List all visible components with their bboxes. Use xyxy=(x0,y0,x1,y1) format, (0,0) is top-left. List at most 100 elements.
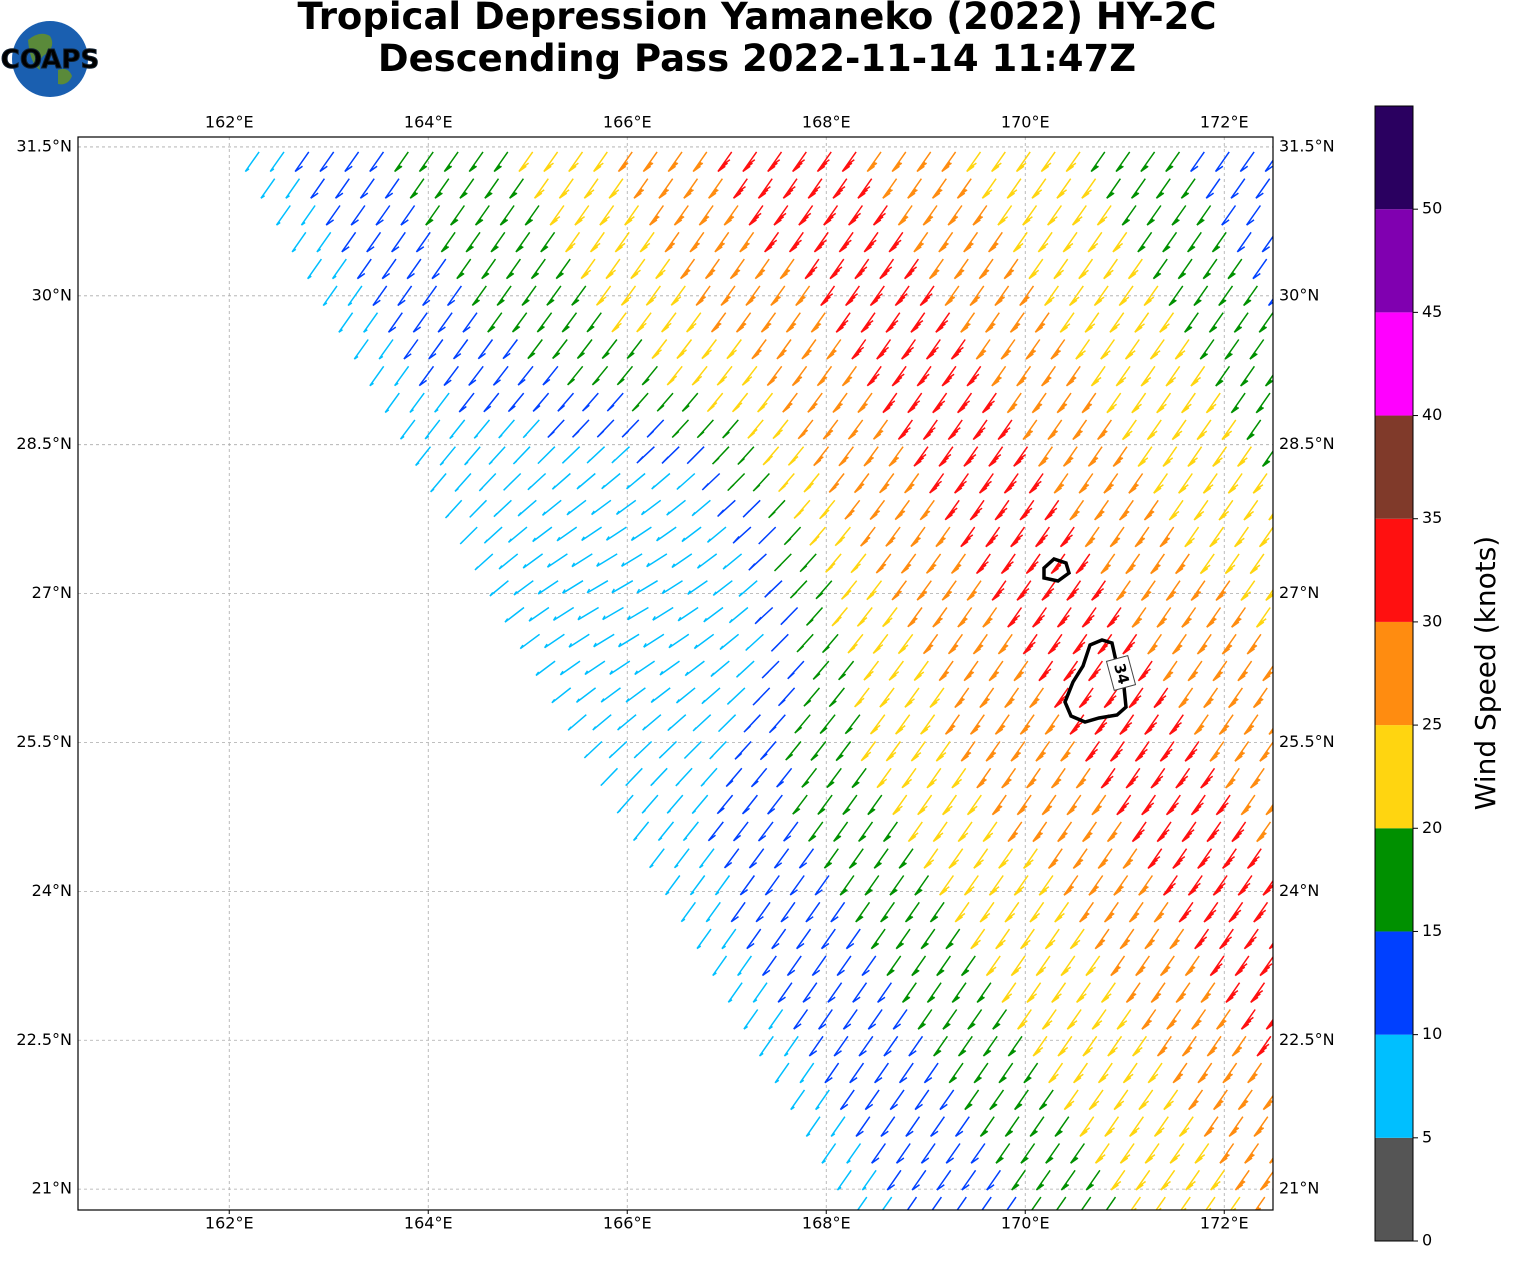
wind-barb xyxy=(1237,660,1253,682)
wind-barb xyxy=(488,446,506,465)
wind-barb xyxy=(945,1143,961,1164)
wind-barb xyxy=(1218,285,1234,307)
wind-barb xyxy=(1030,1196,1042,1210)
wind-barb xyxy=(1181,607,1197,628)
wind-barb xyxy=(854,687,870,708)
wind-barb xyxy=(1026,982,1042,1004)
wind-barb xyxy=(1110,955,1126,977)
wind-barb xyxy=(768,1009,784,1030)
wind-barb xyxy=(991,794,1007,816)
wind-barb xyxy=(826,339,842,360)
wind-barb xyxy=(675,687,696,704)
wind-barb xyxy=(816,365,833,387)
wind-barb xyxy=(294,151,310,173)
wind-barb xyxy=(415,231,431,253)
wind-barb xyxy=(920,928,936,950)
wind-barb xyxy=(503,472,522,491)
wind-barb xyxy=(589,231,605,253)
wind-barb xyxy=(1150,767,1166,789)
wind-barb xyxy=(771,928,787,950)
wind-barb xyxy=(988,446,1004,467)
wind-barb xyxy=(885,312,901,333)
wind-barb xyxy=(966,151,982,173)
wind-barb xyxy=(1231,821,1247,843)
wind-barb xyxy=(1119,714,1135,736)
wind-barb xyxy=(1072,633,1088,655)
wind-barb xyxy=(1153,473,1169,494)
wind-barb xyxy=(1069,928,1085,950)
wind-barb xyxy=(630,258,646,280)
wind-barb xyxy=(615,499,637,516)
wind-barb xyxy=(473,419,491,439)
y-tick-label-right: 25.5°N xyxy=(1279,732,1335,751)
wind-barb xyxy=(1062,231,1078,253)
wind-barb xyxy=(789,580,808,599)
wind-barb xyxy=(1131,821,1147,843)
wind-barb xyxy=(1224,767,1240,789)
wind-barb xyxy=(536,312,553,333)
wind-barb xyxy=(738,580,758,597)
wind-barb xyxy=(617,633,640,648)
wind-barb xyxy=(1183,312,1199,333)
wind-barb xyxy=(592,151,608,173)
wind-barb xyxy=(630,526,652,542)
wind-barb xyxy=(584,660,606,676)
wind-barb xyxy=(925,339,941,360)
wind-barb xyxy=(886,1169,902,1191)
wind-barb xyxy=(857,392,873,414)
wind-barb xyxy=(1138,1089,1154,1111)
wind-barb xyxy=(1159,312,1175,333)
wind-barb xyxy=(1050,339,1066,360)
colorbar-segment xyxy=(1375,1137,1413,1241)
wind-barb xyxy=(820,928,836,950)
wind-barb xyxy=(820,285,836,307)
wind-barb xyxy=(580,258,596,280)
colorbar-frame xyxy=(1374,105,1414,1242)
wind-barb xyxy=(1060,741,1076,762)
wind-barb xyxy=(919,285,935,307)
wind-barb xyxy=(1253,1116,1269,1138)
wind-barb xyxy=(1094,928,1110,950)
wind-barb xyxy=(808,1035,824,1057)
wind-barb xyxy=(502,339,518,360)
wind-barb xyxy=(493,499,512,518)
wind-barb xyxy=(810,312,826,333)
wind-barb xyxy=(593,633,615,648)
wind-barb xyxy=(807,392,823,413)
wind-barb xyxy=(1063,1089,1079,1111)
wind-barb xyxy=(773,205,789,226)
wind-barb xyxy=(947,633,964,655)
wind-barb xyxy=(1224,339,1240,360)
wind-barb xyxy=(850,553,867,574)
wind-barb xyxy=(1268,512,1273,521)
colorbar-segment xyxy=(1375,312,1413,416)
wind-barb xyxy=(1075,339,1091,360)
wind-barb xyxy=(966,580,982,601)
wind-barb xyxy=(1209,526,1225,548)
wind-barb xyxy=(1124,339,1140,360)
wind-barb xyxy=(1020,1143,1036,1164)
wind-barb xyxy=(1144,928,1160,950)
wind-barb xyxy=(1246,419,1262,441)
wind-barb xyxy=(621,419,640,438)
y-tick-label: 21°N xyxy=(32,1179,72,1198)
wind-barb xyxy=(731,392,749,413)
map-frame xyxy=(77,136,1274,1211)
wind-barb xyxy=(1094,1143,1110,1164)
wind-barb xyxy=(1135,1169,1151,1191)
wind-barb xyxy=(571,553,593,568)
wind-barb xyxy=(655,526,677,542)
wind-barb xyxy=(1023,1062,1039,1084)
wind-barb xyxy=(1219,1143,1235,1164)
wind-barb xyxy=(1150,982,1166,1004)
wind-barb xyxy=(1137,231,1153,253)
wind-barb xyxy=(895,928,911,950)
wind-barb xyxy=(464,446,481,466)
wind-barb xyxy=(341,231,357,253)
colorbar-tick-label: 45 xyxy=(1422,302,1442,321)
wind-barb xyxy=(1212,875,1228,896)
wind-barb xyxy=(892,794,908,816)
wind-barb xyxy=(456,258,472,280)
wind-barb xyxy=(979,687,995,709)
wind-barb xyxy=(835,312,851,333)
